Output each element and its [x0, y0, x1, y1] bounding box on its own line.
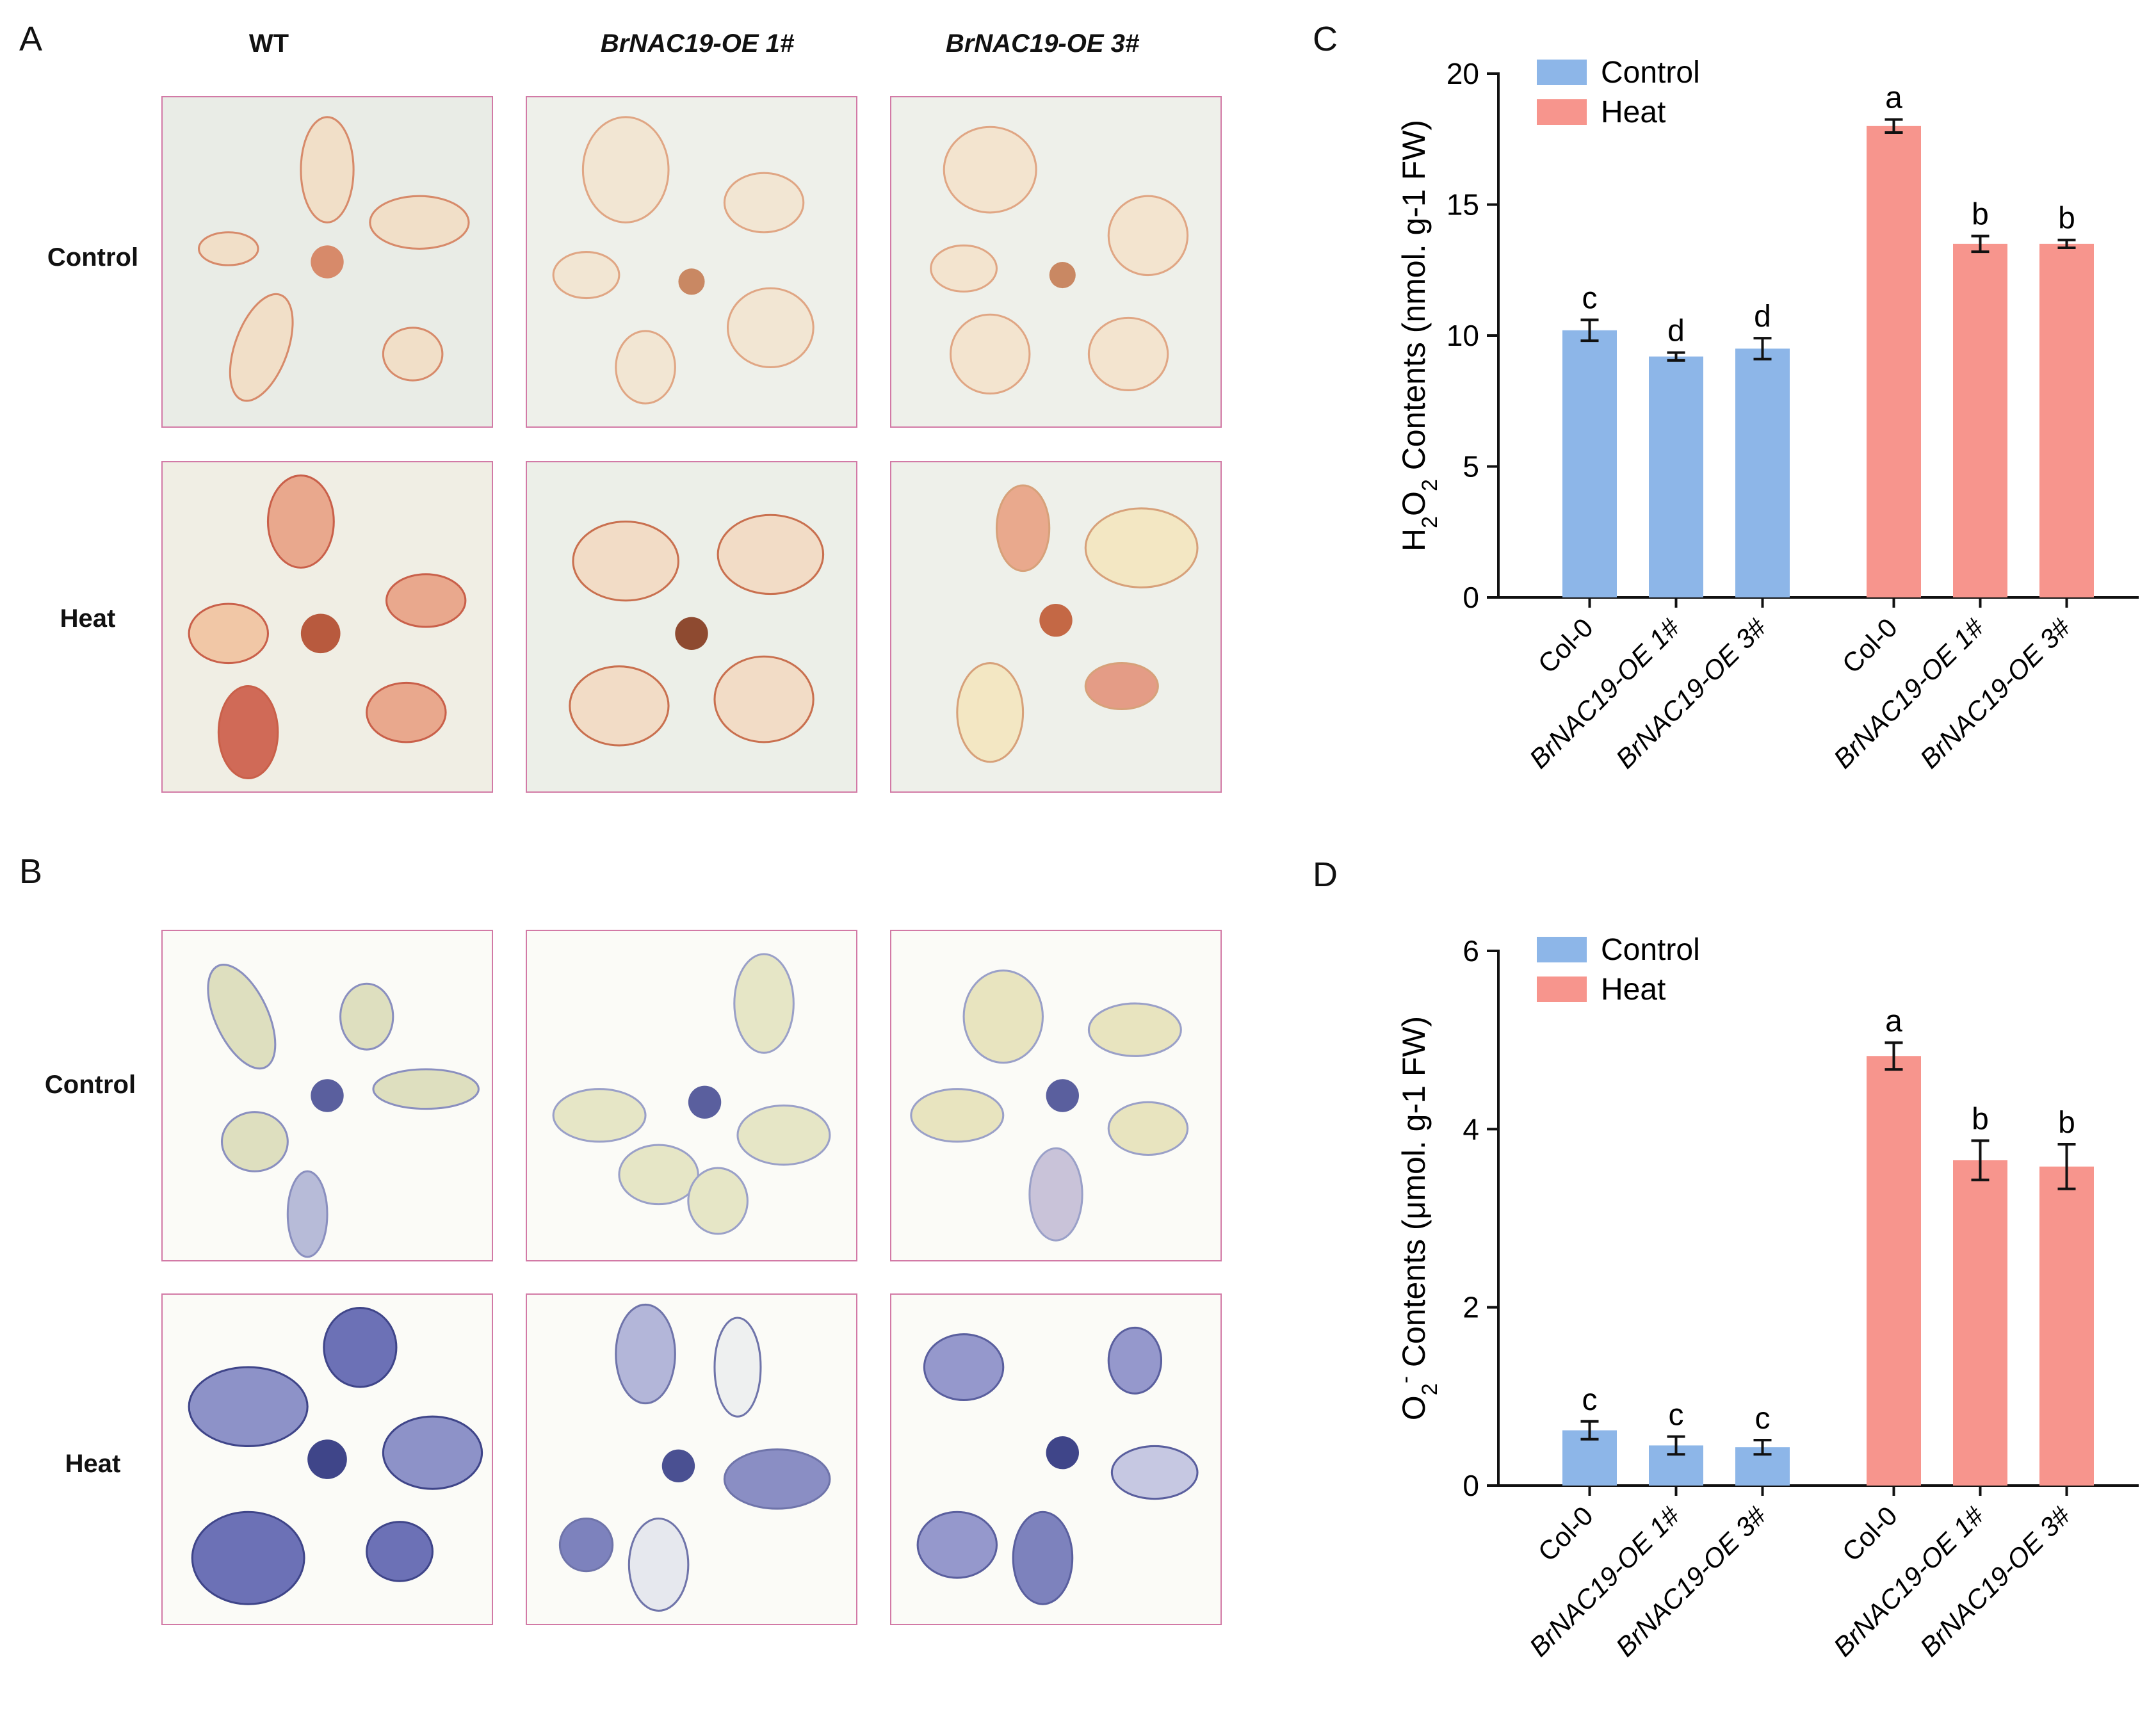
h2o2-legend-swatch-heat: [1537, 99, 1587, 125]
h2o2-category-label: BrNAC19-OE 1#: [1828, 612, 1990, 774]
h2o2-legend-swatch-control: [1537, 60, 1587, 85]
row-label-a-control: Control: [47, 243, 139, 271]
panel-label-d: D: [1313, 855, 1338, 894]
h2o2-ytick-label: 0: [1463, 581, 1479, 614]
h2o2-ytick-label: 15: [1447, 188, 1479, 222]
h2o2-bar-heat: [1867, 126, 1921, 598]
photo-b-oe3-heat: [890, 1293, 1222, 1625]
h2o2-bar-chart: 0 5 10 15 20 c Col-0 d BrNAC19-OE 1# d BrNAC19-OE …: [1396, 56, 2139, 774]
rosette-nbt-light: [891, 931, 1220, 1260]
h2o2-ytick-label: 10: [1447, 319, 1479, 352]
photo-a-wt-control: [161, 96, 493, 428]
h2o2-bar-control: [1562, 330, 1617, 597]
o2-bar-heat: [1953, 1160, 2007, 1486]
chart-h2o2: 0 5 10 15 20 c Col-0 d BrNAC19-OE 1# d BrNAC19-OE …: [1377, 13, 2156, 832]
rosette-nbt-stain: [163, 1295, 492, 1624]
o2-category-label: BrNAC19-OE 3#: [1914, 1500, 2076, 1662]
h2o2-significance-letter: d: [1667, 314, 1685, 348]
o2-significance-letter: a: [1885, 1004, 1902, 1038]
h2o2-legend-label-heat: Heat: [1601, 95, 1666, 129]
panel-label-c: C: [1313, 20, 1338, 58]
h2o2-bar-heat: [2039, 243, 2094, 598]
photo-b-oe1-heat: [526, 1293, 857, 1625]
rosette-dab-stain: [163, 462, 492, 791]
h2o2-bar-control: [1735, 348, 1790, 597]
row-label-a-heat: Heat: [60, 604, 116, 633]
photo-a-oe3-heat: [890, 461, 1222, 793]
o2-category-label: Col-0: [1532, 1500, 1599, 1567]
column-label-oe1: BrNAC19-OE 1#: [600, 29, 795, 58]
rosette-dab-light: [163, 97, 492, 426]
o2-legend-label-heat: Heat: [1601, 973, 1666, 1007]
photo-b-wt-heat: [161, 1293, 493, 1625]
o2-ytick-label: 4: [1463, 1112, 1479, 1146]
panel-label-b: B: [19, 852, 43, 891]
o2-significance-letter: b: [1972, 1102, 1989, 1136]
o2-significance-letter: b: [2058, 1106, 2075, 1140]
superoxide-bar-chart: 0 2 4 6 c Col-0 c BrNAC19-OE 1# c BrNAC19-OE 3# a C…: [1393, 933, 2139, 1662]
row-label-b-heat: Heat: [65, 1450, 121, 1478]
h2o2-ytick-label: 5: [1463, 450, 1479, 483]
rosette-nbt-stain: [527, 1295, 856, 1624]
rosette-nbt-stain: [891, 1295, 1220, 1624]
h2o2-category-label: Col-0: [1532, 612, 1599, 679]
o2-legend-swatch-heat: [1537, 977, 1587, 1002]
o2-legend-swatch-control: [1537, 937, 1587, 962]
panel-label-a: A: [19, 20, 43, 58]
o2-legend-label-control: Control: [1601, 933, 1700, 967]
h2o2-category-label: Col-0: [1836, 612, 1903, 679]
h2o2-category-label: BrNAC19-OE 3#: [1610, 612, 1772, 774]
o2-category-label: BrNAC19-OE 1#: [1828, 1500, 1990, 1662]
h2o2-category-label: BrNAC19-OE 3#: [1914, 612, 2076, 774]
h2o2-significance-letter: d: [1754, 300, 1771, 334]
rosette-dab-stain: [891, 462, 1220, 791]
h2o2-significance-letter: b: [1972, 198, 1989, 232]
o2-category-label: Col-0: [1836, 1500, 1903, 1567]
h2o2-legend-label-control: Control: [1601, 56, 1700, 90]
rosette-dab-light: [891, 97, 1220, 426]
o2-y-axis-label: O2- Contents (μmol. g-1 FW): [1393, 1016, 1442, 1420]
h2o2-y-axis-label: H2O2 Contents (nmol. g-1 FW): [1396, 120, 1442, 551]
h2o2-significance-letter: a: [1885, 81, 1902, 115]
h2o2-significance-letter: b: [2058, 202, 2075, 236]
o2-bar-heat: [2039, 1166, 2094, 1486]
row-label-b-control: Control: [44, 1071, 136, 1099]
o2-category-label: BrNAC19-OE 1#: [1523, 1500, 1685, 1662]
rosette-nbt-light: [527, 931, 856, 1260]
rosette-dab-stain: [527, 462, 856, 791]
o2-ytick-label: 6: [1463, 934, 1479, 968]
o2-category-label: BrNAC19-OE 3#: [1610, 1500, 1772, 1662]
column-label-oe3: BrNAC19-OE 3#: [945, 29, 1140, 58]
photo-b-wt-control: [161, 930, 493, 1261]
photo-b-oe3-control: [890, 930, 1222, 1261]
h2o2-category-label: BrNAC19-OE 1#: [1523, 612, 1685, 774]
photo-a-oe1-control: [526, 96, 857, 428]
photo-b-oe1-control: [526, 930, 857, 1261]
column-label-wt: WT: [248, 29, 289, 58]
photo-a-oe3-control: [890, 96, 1222, 428]
rosette-dab-light: [527, 97, 856, 426]
o2-significance-letter: c: [1669, 1398, 1684, 1432]
o2-significance-letter: c: [1755, 1402, 1771, 1436]
h2o2-bar-control: [1649, 356, 1703, 597]
h2o2-significance-letter: c: [1582, 281, 1598, 315]
o2-bar-heat: [1867, 1056, 1921, 1486]
photo-a-oe1-heat: [526, 461, 857, 793]
o2-significance-letter: c: [1582, 1383, 1598, 1417]
o2-ytick-label: 2: [1463, 1291, 1479, 1324]
rosette-nbt-light: [163, 931, 492, 1260]
h2o2-ytick-label: 20: [1447, 57, 1479, 90]
chart-superoxide: 0 2 4 6 c Col-0 c BrNAC19-OE 1# c BrNAC19-OE 3# a C…: [1377, 903, 2156, 1718]
photo-a-wt-heat: [161, 461, 493, 793]
o2-ytick-label: 0: [1463, 1469, 1479, 1502]
h2o2-bar-heat: [1953, 243, 2007, 598]
